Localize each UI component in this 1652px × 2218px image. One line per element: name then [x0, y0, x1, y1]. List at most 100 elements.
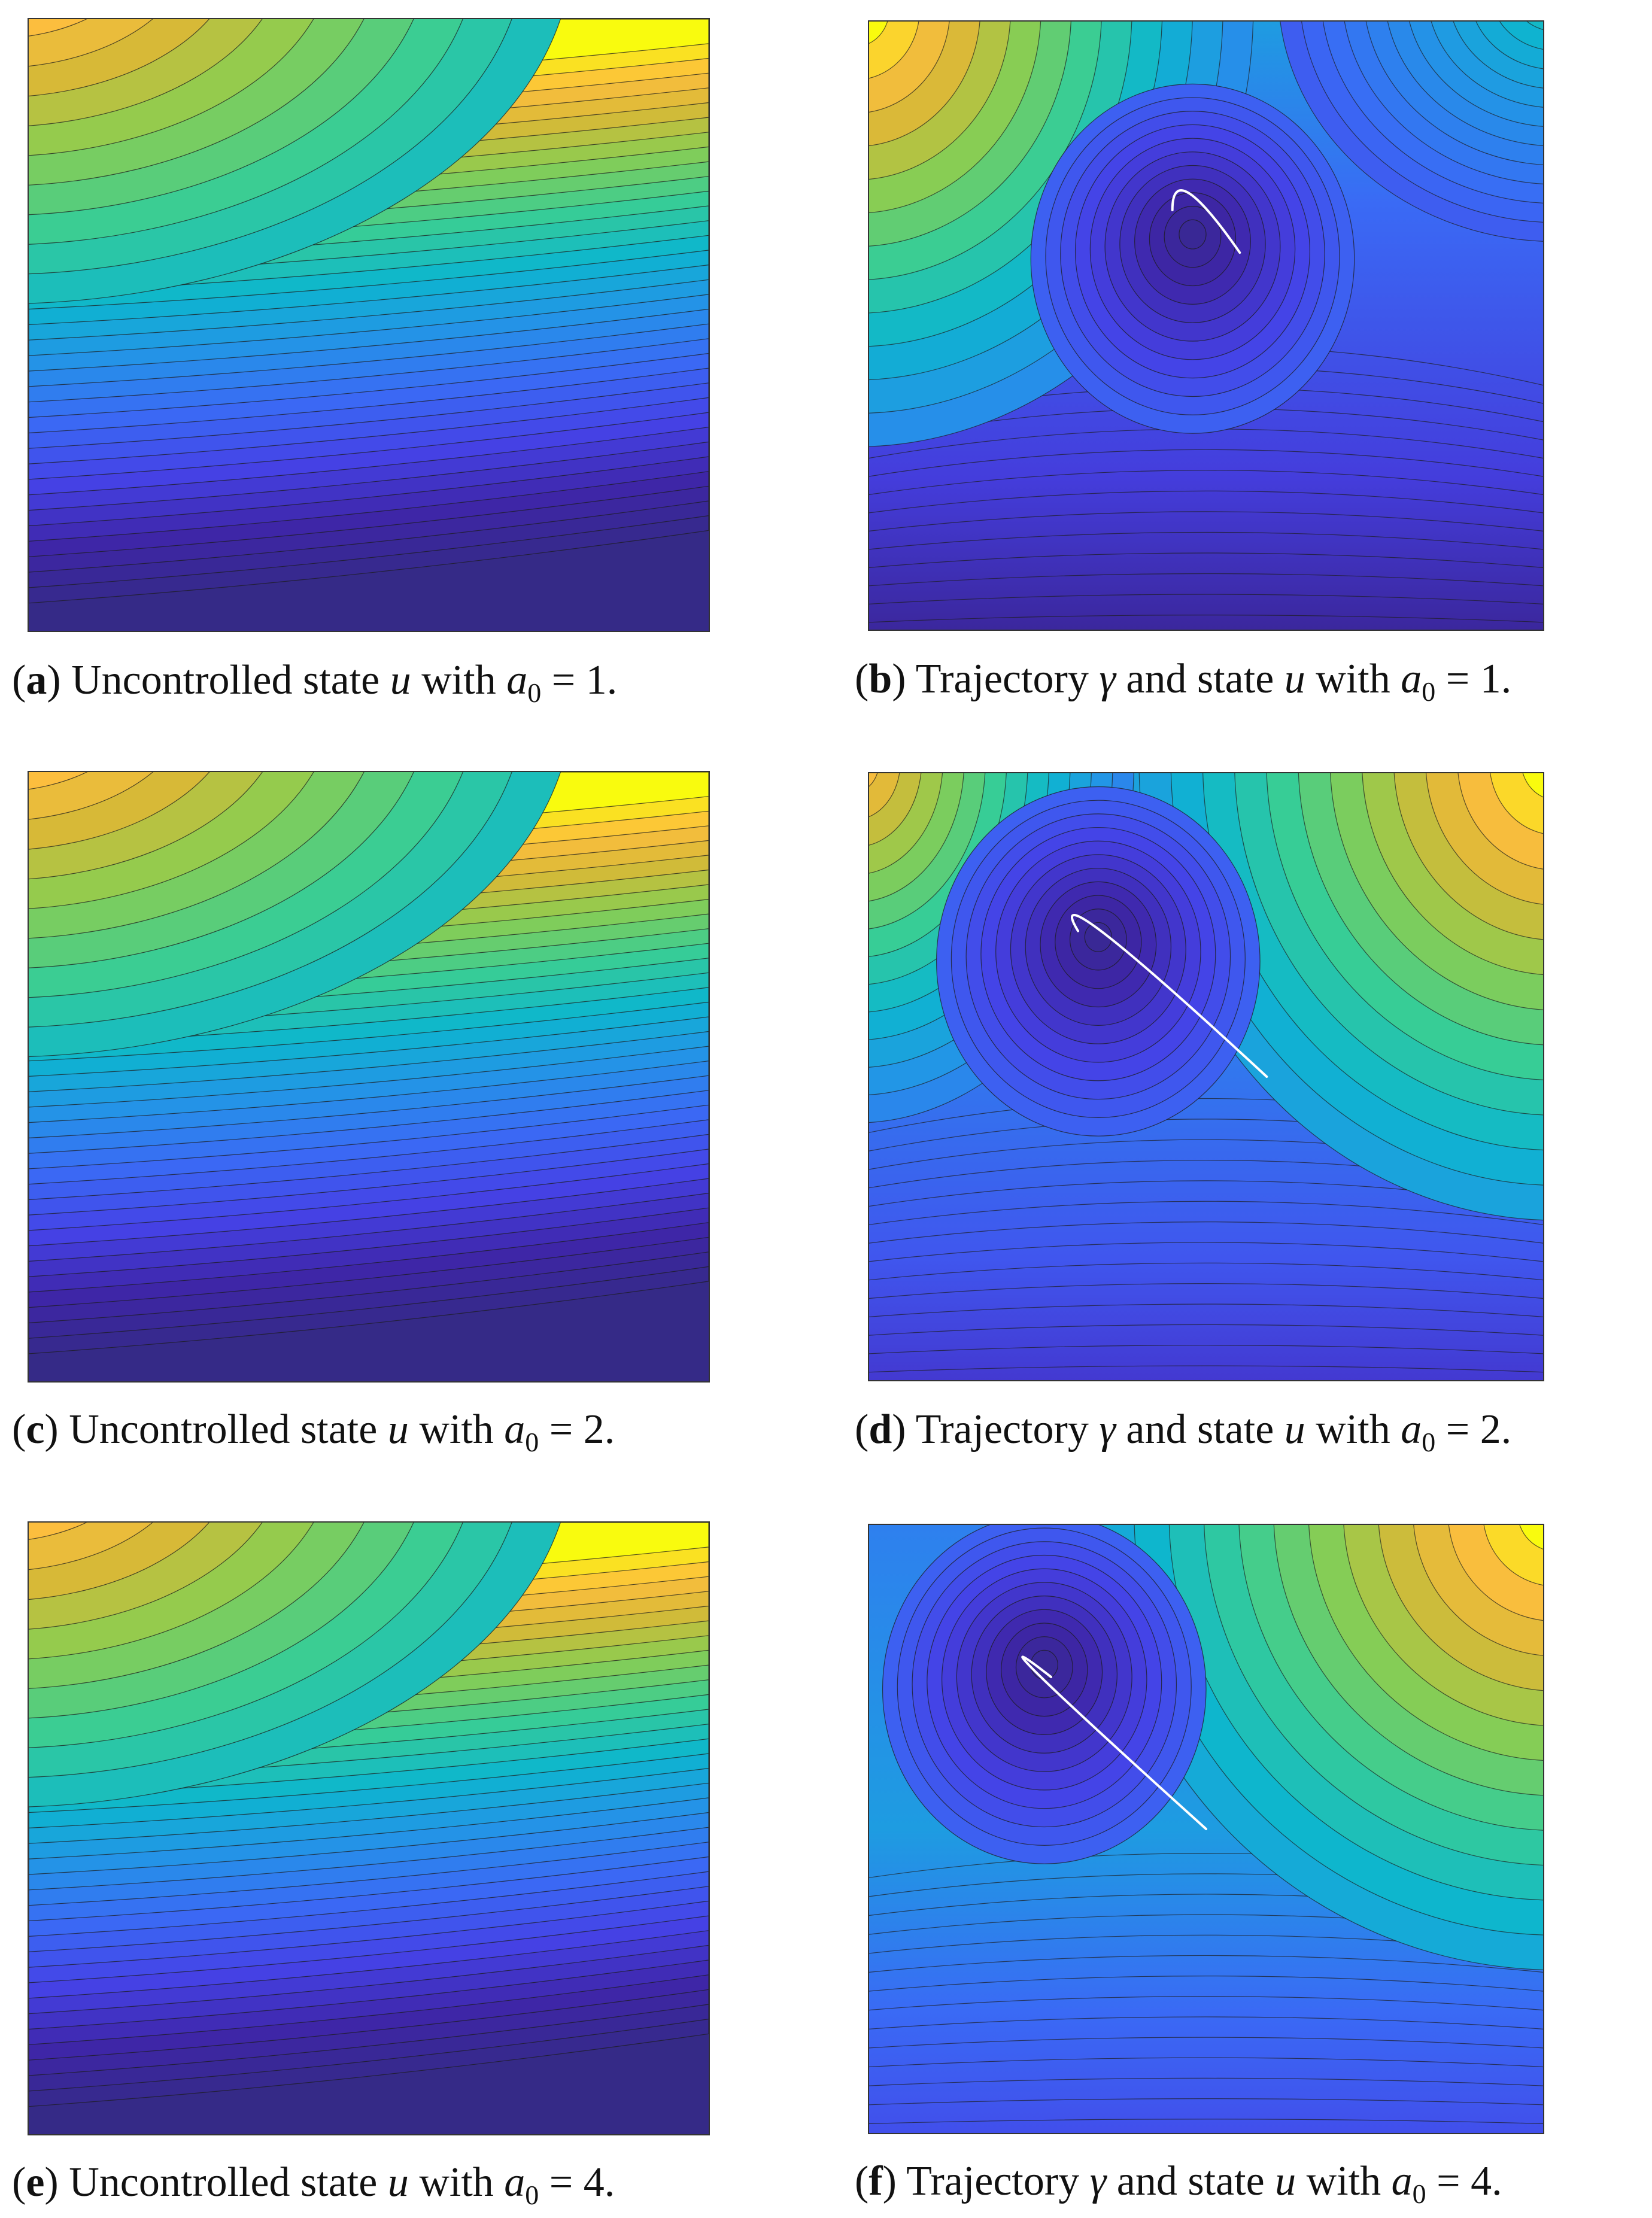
caption-param: a [1391, 2158, 1413, 2204]
caption-sym: γ [1089, 2158, 1107, 2204]
caption-param: a [504, 2159, 526, 2205]
caption-value: 4. [583, 2159, 615, 2205]
contour-plot-e [28, 1521, 710, 2135]
caption-text: Trajectory [915, 1406, 1089, 1453]
caption-mid: with [421, 657, 496, 703]
caption-text2: and state [1126, 1406, 1274, 1453]
contour-band [869, 22, 888, 44]
contour-svg-a [29, 19, 709, 631]
contour-band [869, 773, 878, 787]
caption-value: 2. [583, 1406, 615, 1453]
contour-line [869, 2037, 1543, 2049]
caption-var: u [1275, 2158, 1296, 2204]
caption-mid: with [419, 1406, 494, 1453]
caption-param: a [506, 657, 528, 703]
contour-line [869, 1324, 1543, 1336]
caption-var: u [390, 657, 411, 703]
contour-line [869, 449, 1543, 477]
caption-param-sub: 0 [1422, 676, 1436, 707]
contour-line [869, 594, 1543, 604]
contour-band [1526, 22, 1543, 31]
contour-svg-c [29, 772, 709, 1381]
contour-line [869, 490, 1543, 514]
caption-tag: b [868, 656, 892, 702]
contour-svg-f [869, 1525, 1543, 2133]
caption-text: Uncontrolled state [69, 1406, 378, 1453]
contour-line [869, 1304, 1543, 1317]
caption-text2: and state [1126, 656, 1274, 702]
contour-plot-d [868, 772, 1544, 1381]
caption-tag: f [868, 2158, 883, 2204]
caption-sym: γ [1099, 656, 1116, 702]
caption-tag: e [26, 2159, 45, 2205]
caption-var: u [1284, 656, 1305, 702]
contour-band [1499, 22, 1543, 50]
contour-line [869, 2057, 1543, 2068]
caption-var: u [387, 2159, 409, 2205]
caption-d: (d) Trajectory γ and state u with a0 = 2… [855, 1406, 1512, 1457]
caption-mid: with [1316, 1406, 1390, 1453]
contour-band [29, 1523, 153, 1570]
caption-param: a [504, 1406, 526, 1453]
contour-svg-d [869, 773, 1543, 1380]
contour-line [869, 470, 1543, 495]
contour-line [869, 1242, 1543, 1262]
caption-text2: and state [1116, 2158, 1265, 2204]
contour-line [869, 2098, 1543, 2105]
caption-param-sub: 0 [525, 2180, 539, 2210]
caption-text: Trajectory [915, 656, 1089, 702]
caption-f: (f) Trajectory γ and state u with a0 = 4… [855, 2158, 1502, 2209]
caption-tag: d [868, 1406, 892, 1453]
contour-band [1519, 1525, 1543, 1550]
contour-plot-c [28, 771, 710, 1383]
contour-line [869, 511, 1543, 531]
contour-band [1084, 922, 1112, 952]
caption-param-sub: 0 [1422, 1427, 1436, 1457]
caption-value: 2. [1480, 1406, 1512, 1453]
contour-line [869, 2119, 1543, 2124]
contour-line [869, 615, 1543, 623]
contour-band [29, 1523, 87, 1540]
caption-var: u [1284, 1406, 1305, 1453]
contour-band [29, 772, 154, 820]
caption-c: (c) Uncontrolled state u with a0 = 2. [12, 1406, 615, 1457]
contour-line [869, 2077, 1543, 2086]
caption-text: Uncontrolled state [71, 657, 380, 703]
contour-svg-b [869, 22, 1543, 630]
contour-line [869, 552, 1543, 568]
caption-a: (a) Uncontrolled state u with a0 = 1. [12, 657, 618, 708]
caption-text: Uncontrolled state [69, 2159, 378, 2205]
caption-param: a [1401, 656, 1422, 702]
caption-param-sub: 0 [1412, 2178, 1426, 2209]
trajectory-gamma [1021, 1655, 1207, 1830]
caption-var: u [387, 1406, 409, 1453]
contour-band [869, 22, 919, 79]
contour-band [1483, 1525, 1543, 1586]
trajectory-gamma [1071, 914, 1268, 1078]
contour-line [869, 1262, 1543, 1281]
caption-param-sub: 0 [527, 677, 542, 708]
contour-plot-a [28, 18, 710, 632]
contour-line [869, 1976, 1543, 1992]
caption-tag: a [26, 657, 47, 703]
contour-line [869, 1222, 1543, 1244]
contour-line [869, 1201, 1543, 1225]
contour-svg-e [29, 1523, 709, 2134]
contour-band [29, 772, 88, 790]
caption-b: (b) Trajectory γ and state u with a0 = 1… [855, 656, 1512, 707]
contour-plot-f [868, 1524, 1544, 2134]
contour-band [1522, 773, 1543, 798]
caption-mid: with [1306, 2158, 1381, 2204]
caption-text: Trajectory [906, 2158, 1080, 2204]
contour-line [869, 1955, 1543, 1973]
contour-line [869, 573, 1543, 587]
contour-line [869, 531, 1543, 550]
caption-value: 1. [585, 657, 618, 703]
caption-param: a [1401, 1406, 1422, 1453]
contour-line [869, 2016, 1543, 2029]
contour-band [29, 19, 153, 67]
contour-line [869, 1365, 1543, 1373]
caption-mid: with [419, 2159, 494, 2205]
contour-band [1490, 773, 1543, 834]
caption-tag: c [26, 1406, 45, 1453]
